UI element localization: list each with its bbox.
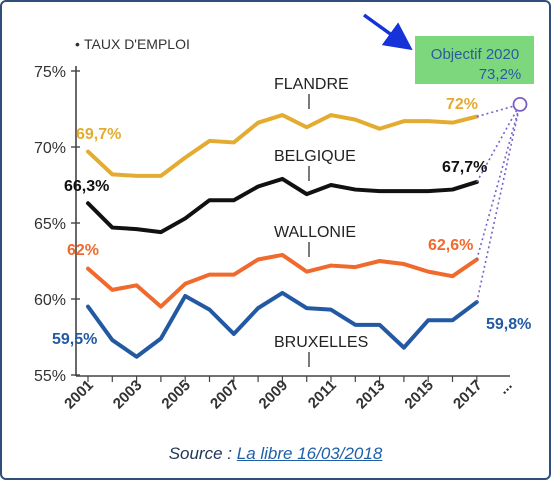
y-tick-label: 60% [34, 292, 66, 309]
x-tick-label: 2007 [207, 377, 243, 413]
projection-line-wallonie [476, 104, 521, 260]
series-name-bg [269, 331, 371, 352]
end-value-label: 67,7% [442, 159, 487, 176]
start-value-label: 62% [67, 242, 99, 259]
x-tick-label: 2013 [353, 377, 389, 413]
x-tick-label: 2005 [158, 377, 194, 413]
x-tick-label: 2011 [305, 377, 340, 412]
x-tick-label: 2003 [110, 377, 146, 413]
pointer-arrow [362, 13, 413, 51]
legend-bullet: • [75, 36, 80, 52]
y-tick-label: 65% [34, 216, 66, 233]
line-chart: 75% 70% 65% 60% 55%2001 2003 2005 2007 2009 2011 2… [34, 13, 534, 413]
y-tick-label: 75% [34, 64, 66, 81]
source-caption: Source : La libre 16/03/2018 [0, 444, 551, 464]
target-box [415, 36, 534, 84]
x-tick-label: 2015 [401, 377, 437, 413]
x-tick-label: 2009 [256, 377, 292, 413]
series-name-bruxelles: BRUXELLES [274, 334, 368, 351]
source-link[interactable]: La libre 16/03/2018 [236, 444, 383, 463]
series-name-bg [269, 221, 371, 242]
target-marker [512, 96, 528, 112]
end-value-label: 72% [446, 96, 478, 113]
series-name-wallonie: WALLONIE [274, 224, 356, 241]
projection-line-bruxelles [476, 104, 521, 303]
start-value-label: 69,7% [76, 126, 121, 143]
target-value-label: 73,2% [479, 66, 522, 83]
series-name-bg [269, 145, 371, 166]
start-value-label: 59,5% [52, 331, 97, 348]
series-name-bg [269, 73, 371, 94]
end-value-label: 59,8% [486, 316, 531, 333]
chart-title: TAUX D'EMPLOI [84, 36, 190, 52]
x-tick-label: 2001 [61, 377, 97, 413]
source-prefix: Source : [168, 444, 237, 463]
target-label: Objectif 2020 [431, 46, 519, 63]
end-value-label: 62,6% [428, 237, 473, 254]
series-name-flandre: FLANDRE [274, 76, 349, 93]
x-tick-label: 2017 [450, 377, 486, 413]
y-tick-label: 55% [34, 368, 66, 385]
x-tick-label: ... [495, 377, 516, 398]
y-tick-label: 70% [34, 140, 66, 157]
start-value-label: 66,3% [64, 178, 109, 195]
series-line-wallonie [86, 252, 479, 309]
series-name-belgique: BELGIQUE [274, 148, 356, 165]
